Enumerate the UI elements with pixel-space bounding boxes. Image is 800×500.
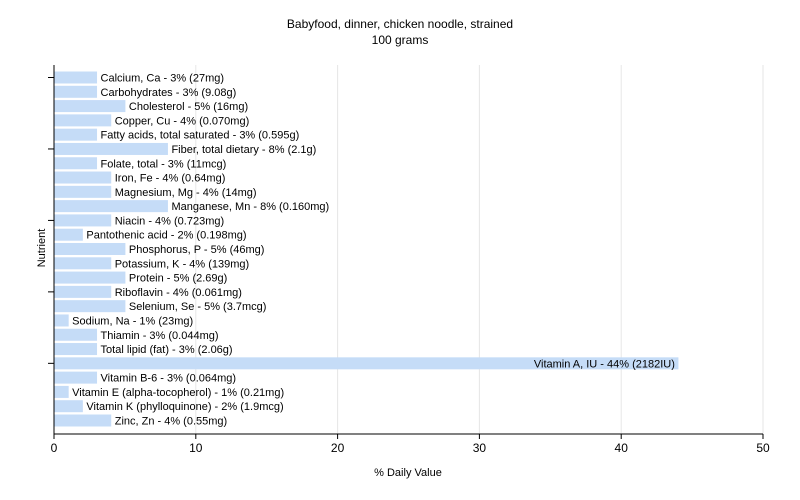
bar bbox=[54, 243, 126, 255]
bar-label: Protein - 5% (2.69g) bbox=[129, 273, 227, 285]
bar-label: Thiamin - 3% (0.044mg) bbox=[101, 330, 219, 342]
bars-group: Calcium, Ca - 3% (27mg) Carbohydrates - 3… bbox=[54, 71, 679, 428]
bar bbox=[54, 200, 168, 213]
bar-label: Phosphorus, P - 5% (46mg) bbox=[129, 244, 265, 256]
x-axis-label: % Daily Value bbox=[374, 467, 442, 479]
bar bbox=[54, 414, 112, 427]
bar bbox=[54, 85, 98, 98]
bar bbox=[54, 400, 83, 413]
bar bbox=[54, 271, 126, 284]
bar-label: Fiber, total dietary - 8% (2.1g) bbox=[171, 144, 316, 156]
bar-label: Vitamin E (alpha-tocopherol) - 1% (0.21m… bbox=[72, 387, 284, 399]
axes-group: 0 10 20 30 40 50 bbox=[48, 65, 770, 455]
bar bbox=[54, 100, 126, 113]
bar bbox=[54, 171, 112, 184]
bar bbox=[54, 357, 679, 370]
bar bbox=[54, 385, 69, 398]
bar-label: Riboflavin - 4% (0.061mg) bbox=[115, 287, 242, 299]
bar bbox=[54, 257, 112, 270]
chart-title: Babyfood, dinner, chicken noodle, strain… bbox=[287, 17, 513, 31]
bar bbox=[54, 185, 112, 198]
bar-label: Carbohydrates - 3% (9.08g) bbox=[101, 87, 237, 99]
bar bbox=[54, 157, 98, 170]
bar bbox=[54, 228, 83, 241]
x-tick-label: 50 bbox=[756, 441, 770, 455]
bar bbox=[54, 328, 98, 341]
bar-label: Selenium, Se - 5% (3.7mcg) bbox=[129, 301, 267, 313]
bar-label: Potassium, K - 4% (139mg) bbox=[115, 258, 250, 270]
bar bbox=[54, 114, 112, 127]
bar-label: Copper, Cu - 4% (0.070mg) bbox=[115, 115, 250, 127]
bar-label: Sodium, Na - 1% (23mg) bbox=[72, 315, 193, 327]
x-tick-label: 20 bbox=[331, 441, 345, 455]
bar-label: Folate, total - 3% (11mcg) bbox=[101, 158, 227, 170]
bar-label: Vitamin B-6 - 3% (0.064mg) bbox=[101, 373, 237, 385]
bar bbox=[54, 300, 126, 313]
bar bbox=[54, 71, 98, 84]
bar bbox=[54, 128, 98, 141]
bar bbox=[54, 142, 168, 155]
bar-label: Niacin - 4% (0.723mg) bbox=[115, 215, 224, 227]
bar bbox=[54, 214, 112, 227]
x-tick-label: 30 bbox=[473, 441, 487, 455]
bar-label: Iron, Fe - 4% (0.64mg) bbox=[115, 173, 226, 185]
bar-label: Total lipid (fat) - 3% (2.06g) bbox=[101, 344, 233, 356]
bar-label: Calcium, Ca - 3% (27mg) bbox=[101, 73, 224, 85]
x-tick-label: 10 bbox=[189, 441, 203, 455]
x-tick-label: 0 bbox=[51, 441, 58, 455]
y-axis-label: Nutrient bbox=[36, 229, 48, 268]
bar-label: Cholesterol - 5% (16mg) bbox=[129, 101, 248, 113]
bar-label: Vitamin K (phylloquinone) - 2% (1.9mcg) bbox=[86, 401, 283, 413]
bar-label: Pantothenic acid - 2% (0.198mg) bbox=[86, 230, 246, 242]
chart-subtitle: 100 grams bbox=[372, 33, 429, 47]
bar-label: Manganese, Mn - 8% (0.160mg) bbox=[171, 201, 329, 213]
bar bbox=[54, 371, 98, 384]
bar-label: Vitamin A, IU - 44% (2182IU) bbox=[534, 358, 675, 370]
bar bbox=[54, 343, 98, 356]
bar bbox=[54, 314, 69, 327]
x-tick-label: 40 bbox=[615, 441, 629, 455]
bar bbox=[54, 285, 112, 298]
bar-label: Fatty acids, total saturated - 3% (0.595… bbox=[101, 130, 300, 142]
bar-label: Magnesium, Mg - 4% (14mg) bbox=[115, 187, 257, 199]
bar-label: Zinc, Zn - 4% (0.55mg) bbox=[115, 416, 227, 428]
grid-lines bbox=[195, 65, 764, 434]
